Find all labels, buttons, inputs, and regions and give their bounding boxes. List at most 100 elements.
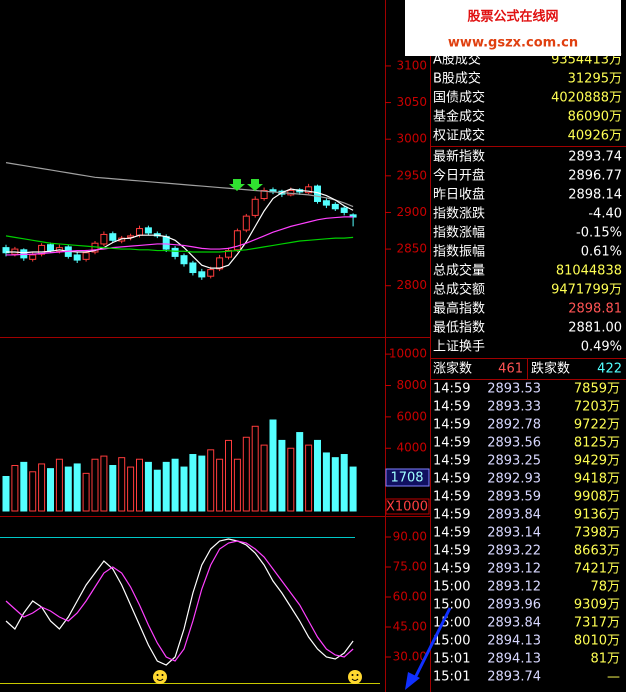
trade-price: 2893.53 [487, 382, 541, 397]
stat-label: 指数振幅 [433, 245, 485, 260]
trade-price: 2894.13 [487, 634, 541, 649]
trade-volume: 9908万 [574, 490, 620, 505]
trade-volume: 9418万 [574, 472, 620, 487]
trade-time: 15:00 [433, 598, 470, 613]
trade-volume: 9309万 [574, 598, 620, 613]
trade-price: 2892.78 [487, 418, 541, 433]
volume-bar [20, 461, 28, 512]
arrow [229, 179, 245, 191]
trade-time: 14:59 [433, 562, 470, 577]
candle-body [82, 252, 90, 260]
stat-label: 上证换手 [433, 340, 485, 355]
stat-value: 2898.14 [568, 188, 622, 203]
y-tick-label: 2850 [396, 242, 427, 256]
candle-body [47, 244, 54, 252]
pointer-arrow [405, 607, 452, 690]
stat-value: 2896.77 [568, 169, 622, 184]
candle-body [251, 198, 259, 216]
volume-bar [260, 444, 268, 512]
trade-time: 15:00 [433, 580, 470, 595]
trade-time: 14:59 [433, 418, 470, 433]
trade-price: 2893.33 [487, 400, 541, 415]
candle-body [305, 186, 313, 194]
trade-volume: 9429万 [574, 454, 620, 469]
volume-bar [127, 466, 135, 512]
y-tick-label: 45.00 [393, 620, 427, 634]
volume-bar [322, 452, 330, 512]
stat-value: 81044838 [556, 264, 622, 279]
watermark-url: www.gszx.com.cn [448, 36, 578, 51]
stat-value: 0.49% [581, 340, 622, 355]
trade-price: 2893.12 [487, 562, 541, 577]
smileys [153, 670, 362, 684]
candle-body [162, 236, 170, 250]
stat-label: 总成交额 [433, 282, 485, 298]
volume-bar [171, 458, 179, 512]
stat-label: 今日开盘 [433, 168, 485, 184]
trade-price: 2894.13 [487, 652, 541, 667]
volume-bar [82, 472, 90, 512]
breadth-value: 422 [597, 362, 622, 377]
candle-body [207, 269, 215, 277]
trade-volume: 7398万 [574, 526, 620, 541]
watermark-box [405, 0, 621, 56]
line-series [5, 538, 354, 666]
volume-bar [340, 454, 348, 512]
candle-body [331, 203, 339, 210]
stat-value: 0.61% [581, 245, 622, 260]
volume-bar [29, 471, 37, 512]
volume-bar [180, 466, 188, 512]
stat-value: 86090万 [568, 110, 622, 125]
trade-time: 14:59 [433, 472, 470, 487]
stat-value: 31295万 [568, 72, 622, 87]
trade-price: 2893.12 [487, 580, 541, 595]
line-series [5, 162, 354, 208]
candle-body [189, 262, 197, 274]
stat-label: 最低指数 [433, 321, 485, 336]
stat-value: 2898.81 [568, 302, 622, 317]
volume-box [385, 468, 430, 487]
stat-label: 总成交量 [433, 263, 485, 279]
unit-box [385, 498, 430, 515]
trade-price: 2893.96 [487, 598, 541, 613]
candle-body [198, 271, 206, 278]
candle-body [340, 207, 348, 213]
volume-bar [216, 458, 224, 512]
volume-bar [136, 458, 143, 512]
candle-chart: 2800 2850 2900 2950 3000 3050 3100 [2, 58, 427, 292]
volume-bar [331, 457, 339, 512]
stat-label: 指数涨跌 [433, 206, 485, 222]
volume-unit: X1000 [386, 500, 428, 515]
y-tick-label: 3050 [396, 95, 427, 109]
breadth-label: 涨家数 [433, 361, 472, 377]
volume-bar [242, 436, 250, 512]
trade-volume: 7317万 [574, 616, 620, 631]
trade-price: 2892.93 [487, 472, 541, 487]
stat-label: 指数涨幅 [433, 226, 485, 241]
candle-body [2, 247, 10, 254]
volume-bar [153, 469, 161, 512]
volume-bar [225, 439, 232, 512]
stat-label: 最新指数 [433, 149, 485, 165]
stat-value: -0.15% [576, 226, 622, 241]
volume-bar [73, 463, 81, 512]
volume-bar [162, 461, 170, 512]
candle-body [136, 228, 143, 236]
volume-bar [207, 449, 215, 512]
volume-bar [198, 455, 206, 512]
candle-body [242, 215, 250, 231]
volume-bar [118, 457, 126, 512]
trade-time: 14:59 [433, 454, 470, 469]
candle-body [38, 244, 46, 255]
volume-bar [2, 475, 10, 512]
smiley [153, 670, 167, 684]
trade-time: 14:59 [433, 382, 470, 397]
stat-value: -4.40 [588, 207, 622, 222]
line-series [6, 188, 354, 269]
candle-body [29, 254, 37, 260]
trade-price: 2893.74 [487, 670, 541, 685]
candle-body [73, 254, 81, 261]
trade-volume: — [607, 670, 620, 685]
breadth-value: 461 [498, 362, 523, 377]
